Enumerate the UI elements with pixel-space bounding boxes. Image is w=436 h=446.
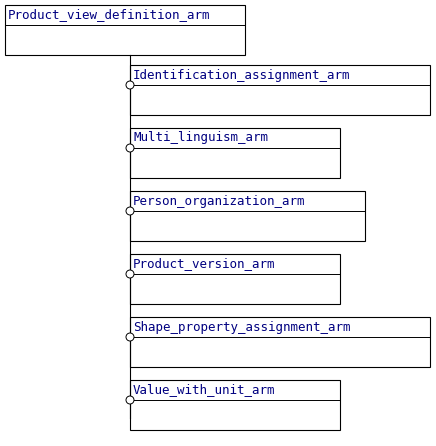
Bar [130,65,430,115]
Circle shape [126,81,134,89]
Bar [130,128,340,178]
Text: Shape_property_assignment_arm: Shape_property_assignment_arm [133,321,351,334]
Circle shape [126,207,134,215]
Bar [130,317,430,367]
Text: Multi_linguism_arm: Multi_linguism_arm [133,132,268,145]
Bar [5,5,245,55]
Bar [130,380,340,430]
Bar [130,191,365,241]
Bar [130,254,340,304]
Circle shape [126,396,134,404]
Text: Product_view_definition_arm: Product_view_definition_arm [8,8,211,21]
Text: Identification_assignment_arm: Identification_assignment_arm [133,69,351,82]
Text: Person_organization_arm: Person_organization_arm [133,194,306,207]
Circle shape [126,144,134,152]
Circle shape [126,270,134,278]
Circle shape [126,333,134,341]
Text: Product_version_arm: Product_version_arm [133,257,276,271]
Text: Value_with_unit_arm: Value_with_unit_arm [133,384,276,396]
